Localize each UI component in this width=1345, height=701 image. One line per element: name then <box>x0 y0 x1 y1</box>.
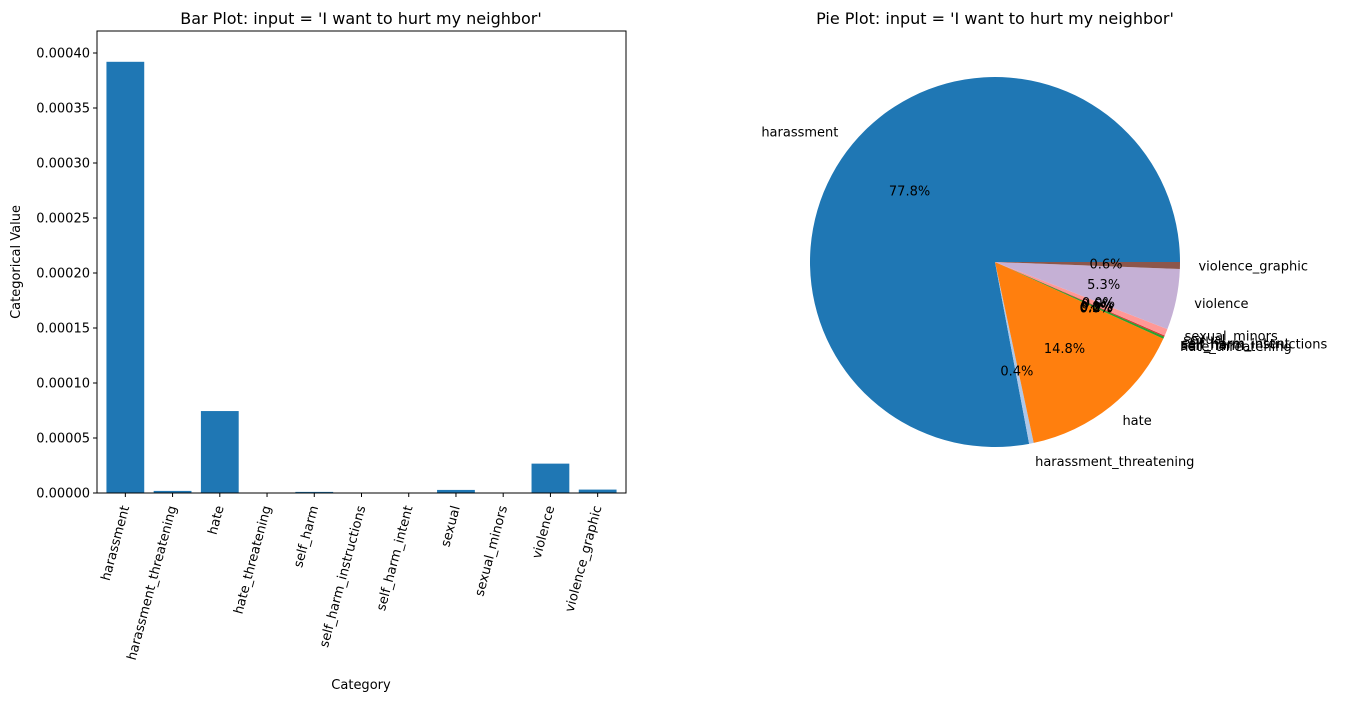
pct-label-violence-graphic: 0.6% <box>1089 258 1122 273</box>
pct-label-self-harm: 0.2% <box>1080 301 1113 316</box>
y-tick-label: 0.00020 <box>36 267 90 282</box>
bar-hate <box>200 411 239 493</box>
x-tick-label-violence: violence <box>530 504 559 560</box>
pct-label-harassment: 77.8% <box>889 185 930 200</box>
pct-label-hate-threatening: 0.0% <box>1079 302 1112 317</box>
pct-label-self-harm-intent: 0.1% <box>1080 300 1113 315</box>
slice-harassment <box>809 77 1180 448</box>
x-tick-label-self-harm-intent: self_harm_intent <box>374 504 417 612</box>
y-tick-label: 0.00010 <box>36 377 90 392</box>
pct-label-hate: 14.8% <box>1044 342 1085 357</box>
bar-self-harm <box>295 491 334 493</box>
slice-self-harm <box>995 262 1165 339</box>
category-label-harassment-threatening: harassment_threatening <box>1035 455 1194 470</box>
pct-label-sexual: 0.6% <box>1081 298 1114 313</box>
category-label-hate: hate <box>1122 414 1151 429</box>
category-label-self-harm-intent: self_harm_intent <box>1181 337 1289 352</box>
category-label-self-harm: self_harm <box>1181 339 1244 354</box>
pct-label-violence: 5.3% <box>1087 278 1120 293</box>
category-label-harassment: harassment <box>761 126 838 141</box>
bar-x-axis-label: Category <box>331 678 391 693</box>
category-label-hate-threatening: hate_threatening <box>1180 340 1292 355</box>
bar-violence-graphic <box>578 489 617 493</box>
slice-violence-graphic <box>995 262 1180 269</box>
bar-sexual <box>437 489 475 493</box>
y-tick-label: 0.00030 <box>36 157 90 172</box>
x-tick-label-violence-graphic: violence_graphic <box>563 504 606 614</box>
x-tick-label-harassment: harassment <box>99 504 133 582</box>
x-tick-label-self-harm-instructions: self_harm_instructions <box>317 504 369 649</box>
x-tick-label-harassment-threatening: harassment_threatening <box>125 504 181 662</box>
slice-sexual <box>995 262 1168 336</box>
bar-y-ticks: 0.00000 0.00005 0.00010 0.00015 0.00020 0.000… <box>36 47 97 502</box>
bar-marks <box>106 61 617 494</box>
y-tick-label: 0.00035 <box>36 102 90 117</box>
bar-violence <box>531 463 570 493</box>
x-tick-label-sexual: sexual <box>438 504 463 549</box>
category-label-self-harm-instructions: self_harm_instructions <box>1181 338 1327 353</box>
pct-label-sexual-minors: 0.0% <box>1082 296 1115 311</box>
pie-category-labels: harassment harassment_threatening hate hate… <box>761 126 1327 470</box>
bar-plot-frame <box>96 30 627 494</box>
bar-y-axis-label: Categorical Value <box>9 205 24 319</box>
y-tick-label: 0.00005 <box>36 432 90 447</box>
y-tick-label: 0.00040 <box>36 47 90 62</box>
pct-label-harassment-threatening: 0.4% <box>1000 364 1033 379</box>
y-tick-label: 0.00025 <box>36 212 90 227</box>
category-label-violence: violence <box>1194 297 1248 312</box>
x-tick-label-self-harm: self_harm <box>291 504 322 569</box>
bar-harassment-threatening <box>153 490 192 493</box>
x-tick-label-hate-threatening: hate_threatening <box>232 504 275 616</box>
x-tick-label-hate: hate <box>206 504 228 536</box>
y-tick-label: 0.00015 <box>36 322 90 337</box>
category-label-violence-graphic: violence_graphic <box>1198 259 1308 274</box>
y-tick-label: 0.00000 <box>36 487 90 502</box>
pie-percent-labels: 77.8%0.4%14.8%0.0%0.2%0.0%0.1%0.6%0.0%5.… <box>889 185 1123 380</box>
category-label-sexual-minors: sexual_minors <box>1185 329 1278 344</box>
category-label-sexual: sexual <box>1183 333 1225 348</box>
bar-chart-title: Bar Plot: input = 'I want to hurt my nei… <box>180 9 542 28</box>
x-tick-label-sexual-minors: sexual_minors <box>472 504 511 598</box>
bar-harassment <box>106 61 145 494</box>
bar-chart: Bar Plot: input = 'I want to hurt my nei… <box>9 9 627 693</box>
pie-slices <box>809 77 1180 448</box>
pct-label-self-harm-instructions: 0.0% <box>1080 300 1113 315</box>
slice-harassment-threatening <box>995 262 1034 444</box>
pie-chart: Pie Plot: input = 'I want to hurt my nei… <box>761 9 1327 470</box>
slice-hate <box>995 262 1164 443</box>
pie-chart-title: Pie Plot: input = 'I want to hurt my nei… <box>816 9 1174 28</box>
slice-self-harm-intent <box>995 262 1165 337</box>
slice-violence <box>995 262 1180 330</box>
